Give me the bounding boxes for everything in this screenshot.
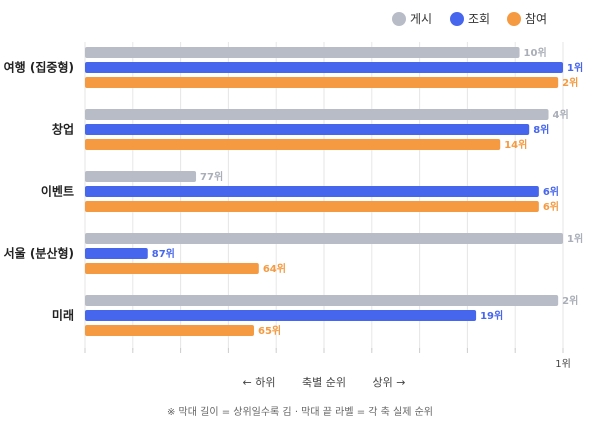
bar [85, 124, 530, 135]
gridlines [84, 42, 564, 353]
legend-label: 게시 [410, 12, 432, 26]
bar [85, 310, 477, 321]
data-label: 2위 [562, 76, 578, 89]
bar [85, 263, 259, 274]
bar [85, 77, 559, 88]
data-label: 19위 [480, 309, 503, 322]
data-label: 10위 [524, 46, 547, 59]
data-label: 87위 [152, 247, 175, 260]
data-label: 65위 [258, 324, 281, 337]
category-label: 창업 [52, 122, 74, 137]
category-label: 여행 (집중형) [4, 60, 74, 75]
data-label: 14위 [504, 138, 527, 151]
data-label: 6위 [543, 185, 559, 198]
legend-swatch [392, 12, 406, 26]
axis-title-right: 상위 → [373, 376, 406, 389]
bar [85, 109, 549, 120]
axis-title-center: 축별 순위 [302, 376, 346, 389]
category-label: 이벤트 [41, 184, 74, 199]
legend: 게시 조회 참여 [392, 12, 547, 26]
bar [85, 47, 520, 58]
bar [85, 248, 148, 259]
data-label: 2위 [562, 294, 578, 307]
bar [85, 233, 563, 244]
legend-label: 참여 [525, 12, 547, 26]
legend-label: 조회 [468, 12, 490, 26]
legend-swatch [450, 12, 464, 26]
data-label: 6위 [543, 200, 559, 213]
legend-swatch [507, 12, 521, 26]
data-label: 1위 [567, 232, 583, 245]
bar [85, 295, 559, 306]
x-tick-label: 1위 [555, 357, 571, 370]
category-label: 서울 (분산형) [4, 246, 74, 261]
data-label: 77위 [200, 170, 223, 183]
bar [85, 171, 197, 182]
bar [85, 62, 563, 73]
bar [85, 201, 539, 212]
bar [85, 186, 539, 197]
data-label: 4위 [553, 108, 569, 121]
x-axis: 1위 ← 하위 축별 순위 상위 → [243, 357, 571, 389]
data-labels: 10위 1위 2위 4위 8위 14위 77위 6위 6위 1위 87위 64위 2위 19위 65위 [152, 46, 583, 337]
axis-title-left: ← 하위 [243, 375, 276, 389]
bar [85, 325, 254, 336]
data-label: 64위 [263, 262, 286, 275]
footnote: ※ 막대 길이 = 상위일수록 김 · 막대 끝 라벨 = 각 축 실제 순위 [167, 405, 433, 418]
data-label: 1위 [567, 61, 583, 74]
bars [85, 47, 563, 336]
data-label: 8위 [533, 123, 549, 136]
category-label: 미래 [52, 308, 74, 323]
bar [85, 139, 501, 150]
